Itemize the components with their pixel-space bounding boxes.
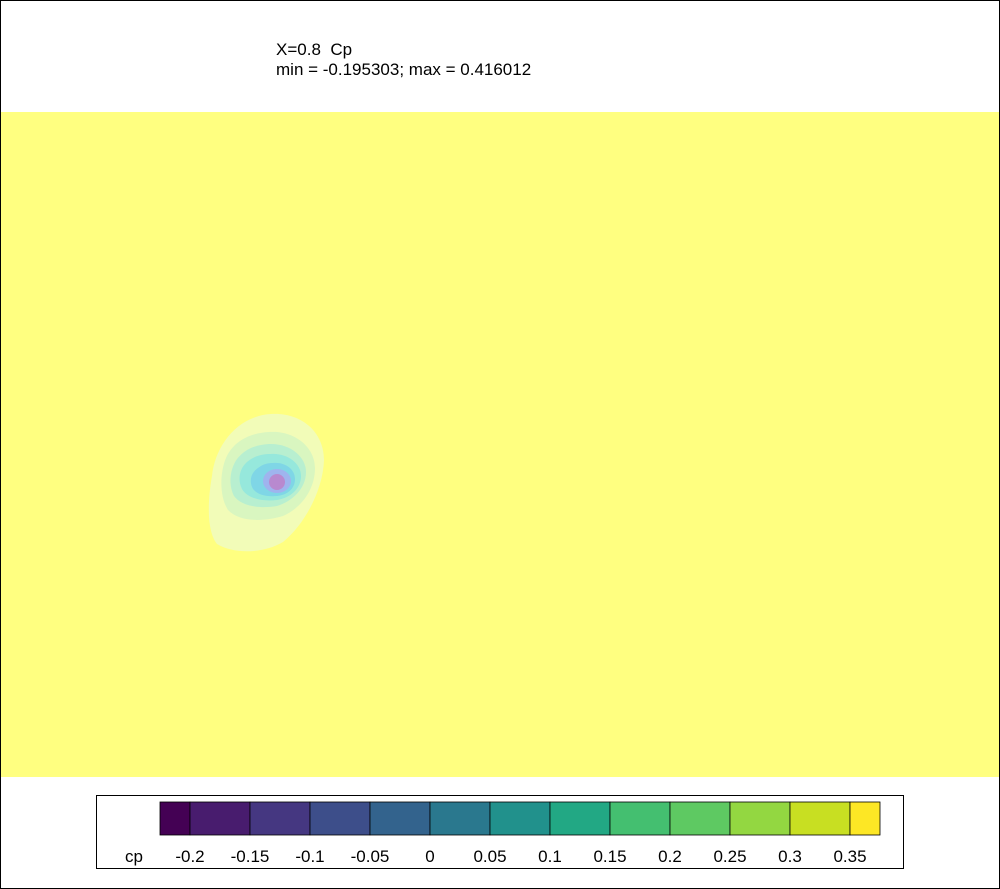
colorbar-tick-label: 0: [425, 847, 434, 866]
colorbar-bin-0: [159, 801, 191, 836]
colorbar-bin-11: [789, 801, 851, 836]
colorbar-bin-12: [849, 801, 881, 836]
colorbar-svg: cp -0.2 -0.15 -0.1 -0.05 0 0.05 0.1 0.15 0.2 0.25…: [125, 801, 881, 866]
contour-core: [269, 474, 285, 490]
colorbar-tick-label: 0.25: [713, 847, 746, 866]
colorbar-label: cp: [125, 847, 143, 866]
colorbar-tick-label: -0.1: [295, 847, 324, 866]
colorbar-legend: cp -0.2 -0.15 -0.1 -0.05 0 0.05 0.1 0.15 0.2 0.25…: [96, 795, 904, 869]
colorbar-bin-8: [609, 801, 671, 836]
title-line-variable: X=0.8 Cp: [276, 40, 353, 59]
colorbar-tick-label: 0.05: [473, 847, 506, 866]
colorbar-bin-4: [369, 801, 431, 836]
contour-plot: [1, 112, 999, 777]
colorbar-bin-5: [429, 801, 491, 836]
colorbar-tick-label: -0.05: [351, 847, 390, 866]
plot-title: X=0.8 Cp min = -0.195303; max = 0.416012: [276, 40, 531, 80]
colorbar-tick-label: -0.2: [175, 847, 204, 866]
colorbar-bin-7: [549, 801, 611, 836]
colorbar-bin-10: [729, 801, 791, 836]
colorbar-tick-label: 0.15: [593, 847, 626, 866]
title-line-range: min = -0.195303; max = 0.416012: [276, 60, 532, 79]
colorbar-tick-label: -0.15: [231, 847, 270, 866]
colorbar-bin-3: [309, 801, 371, 836]
colorbar-bin-9: [669, 801, 731, 836]
colorbar-tick-label: 0.35: [833, 847, 866, 866]
low-pressure-region: [208, 413, 324, 552]
colorbar-bin-1: [189, 801, 251, 836]
colorbar-bin-2: [249, 801, 311, 836]
colorbar-bin-6: [489, 801, 551, 836]
colorbar-bins: [159, 801, 881, 836]
colorbar-ticks: -0.2 -0.15 -0.1 -0.05 0 0.05 0.1 0.15 0.2 0.25 0.3…: [175, 847, 866, 866]
colorbar-tick-label: 0.2: [658, 847, 682, 866]
colorbar-tick-label: 0.1: [538, 847, 562, 866]
field-background: [1, 112, 999, 777]
colorbar-tick-label: 0.3: [778, 847, 802, 866]
